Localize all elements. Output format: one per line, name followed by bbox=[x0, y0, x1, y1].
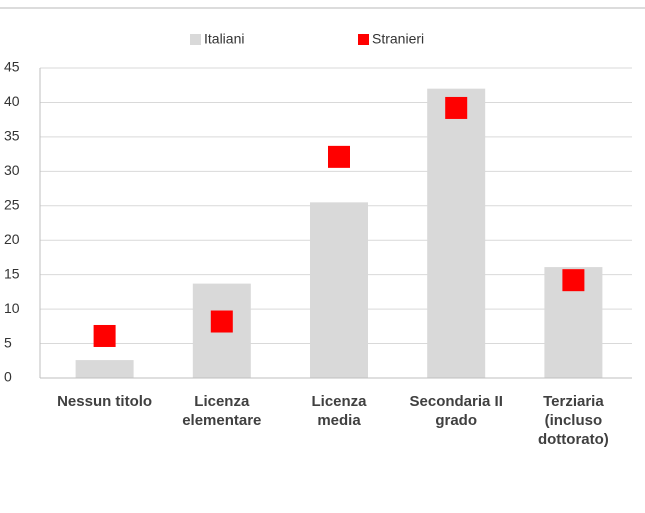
marker bbox=[210, 310, 233, 333]
y-tick-label: 5 bbox=[4, 334, 12, 350]
y-tick-label: 35 bbox=[4, 128, 20, 144]
marker bbox=[93, 324, 116, 347]
y-tick-label: 40 bbox=[4, 93, 20, 109]
bar bbox=[75, 360, 134, 378]
bar bbox=[427, 88, 486, 379]
y-tick-label: 15 bbox=[4, 265, 20, 281]
x-tick-label: Terziaria (incluso dottorato) bbox=[537, 393, 609, 448]
y-tick-label: 45 bbox=[4, 59, 20, 75]
y-tick-label: 25 bbox=[4, 196, 20, 212]
x-tick-label: Secondaria II grado bbox=[409, 393, 503, 429]
bar bbox=[310, 202, 368, 378]
marker bbox=[562, 269, 585, 292]
y-tick-label: 20 bbox=[4, 231, 20, 247]
x-tick-label: Licenza elementare bbox=[182, 393, 262, 429]
y-tick-label: 0 bbox=[4, 369, 12, 385]
marker bbox=[328, 145, 350, 168]
y-tick-label: 10 bbox=[4, 300, 20, 316]
marker bbox=[445, 96, 468, 119]
legend-label: Stranieri bbox=[372, 31, 424, 47]
legend-swatch bbox=[358, 34, 369, 45]
x-tick-label: Licenza media bbox=[311, 393, 367, 429]
x-tick-label: Nessun titolo bbox=[57, 393, 153, 410]
y-tick-label: 30 bbox=[4, 162, 20, 178]
legend-label: Italiani bbox=[204, 31, 244, 47]
legend-swatch bbox=[190, 34, 201, 45]
